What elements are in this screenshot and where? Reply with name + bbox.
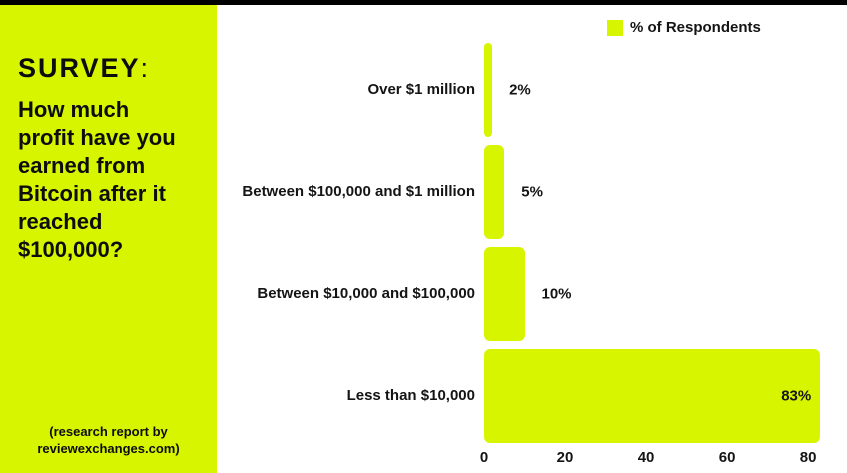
left-panel: SURVEY: How much profit have you earned … bbox=[0, 5, 217, 473]
panel-title-word: SURVEY bbox=[18, 53, 141, 83]
bar-row: Between $10,000 and $100,000 10% bbox=[217, 247, 847, 341]
bar bbox=[484, 43, 493, 137]
value-label: 2% bbox=[509, 81, 531, 99]
survey-question: How much profit have you earned from Bit… bbox=[18, 97, 176, 262]
category-label: Between $100,000 and $1 million bbox=[242, 183, 475, 200]
value-label: 10% bbox=[541, 285, 572, 303]
value-label: 5% bbox=[521, 183, 543, 201]
bar-track: 83% bbox=[484, 349, 847, 443]
x-axis: 0 20 40 60 80 bbox=[480, 449, 847, 469]
chart-area: % of Respondents Over $1 million 2% Betwee… bbox=[217, 5, 847, 473]
source-note: (research report by reviewexchanges.com) bbox=[37, 424, 180, 456]
legend: % of Respondents bbox=[607, 19, 761, 36]
bar-row: Less than $10,000 83% bbox=[217, 349, 847, 443]
category-label: Between $10,000 and $100,000 bbox=[257, 285, 475, 302]
bar bbox=[484, 349, 821, 443]
x-axis-tick: 40 bbox=[637, 449, 655, 466]
plot: Over $1 million 2% Between $100,000 and $1… bbox=[217, 43, 847, 451]
panel-title: SURVEY: bbox=[18, 53, 199, 84]
bar-track: 2% bbox=[484, 43, 847, 137]
x-axis-tick: 80 bbox=[799, 449, 817, 466]
panel-title-colon: : bbox=[140, 53, 149, 83]
category-label: Over $1 million bbox=[367, 81, 475, 98]
legend-label: % of Respondents bbox=[630, 19, 761, 36]
category-label: Less than $10,000 bbox=[346, 387, 475, 404]
bar-track: 5% bbox=[484, 145, 847, 239]
bar-row: Over $1 million 2% bbox=[217, 43, 847, 137]
bar-track: 10% bbox=[484, 247, 847, 341]
x-axis-tick: 20 bbox=[556, 449, 574, 466]
bar-row: Between $100,000 and $1 million 5% bbox=[217, 145, 847, 239]
x-axis-tick: 60 bbox=[718, 449, 736, 466]
legend-swatch-icon bbox=[607, 19, 623, 36]
value-label: 83% bbox=[781, 387, 812, 405]
bar bbox=[484, 145, 505, 239]
x-axis-tick: 0 bbox=[479, 449, 489, 466]
top-border bbox=[0, 0, 847, 5]
bar bbox=[484, 247, 525, 341]
